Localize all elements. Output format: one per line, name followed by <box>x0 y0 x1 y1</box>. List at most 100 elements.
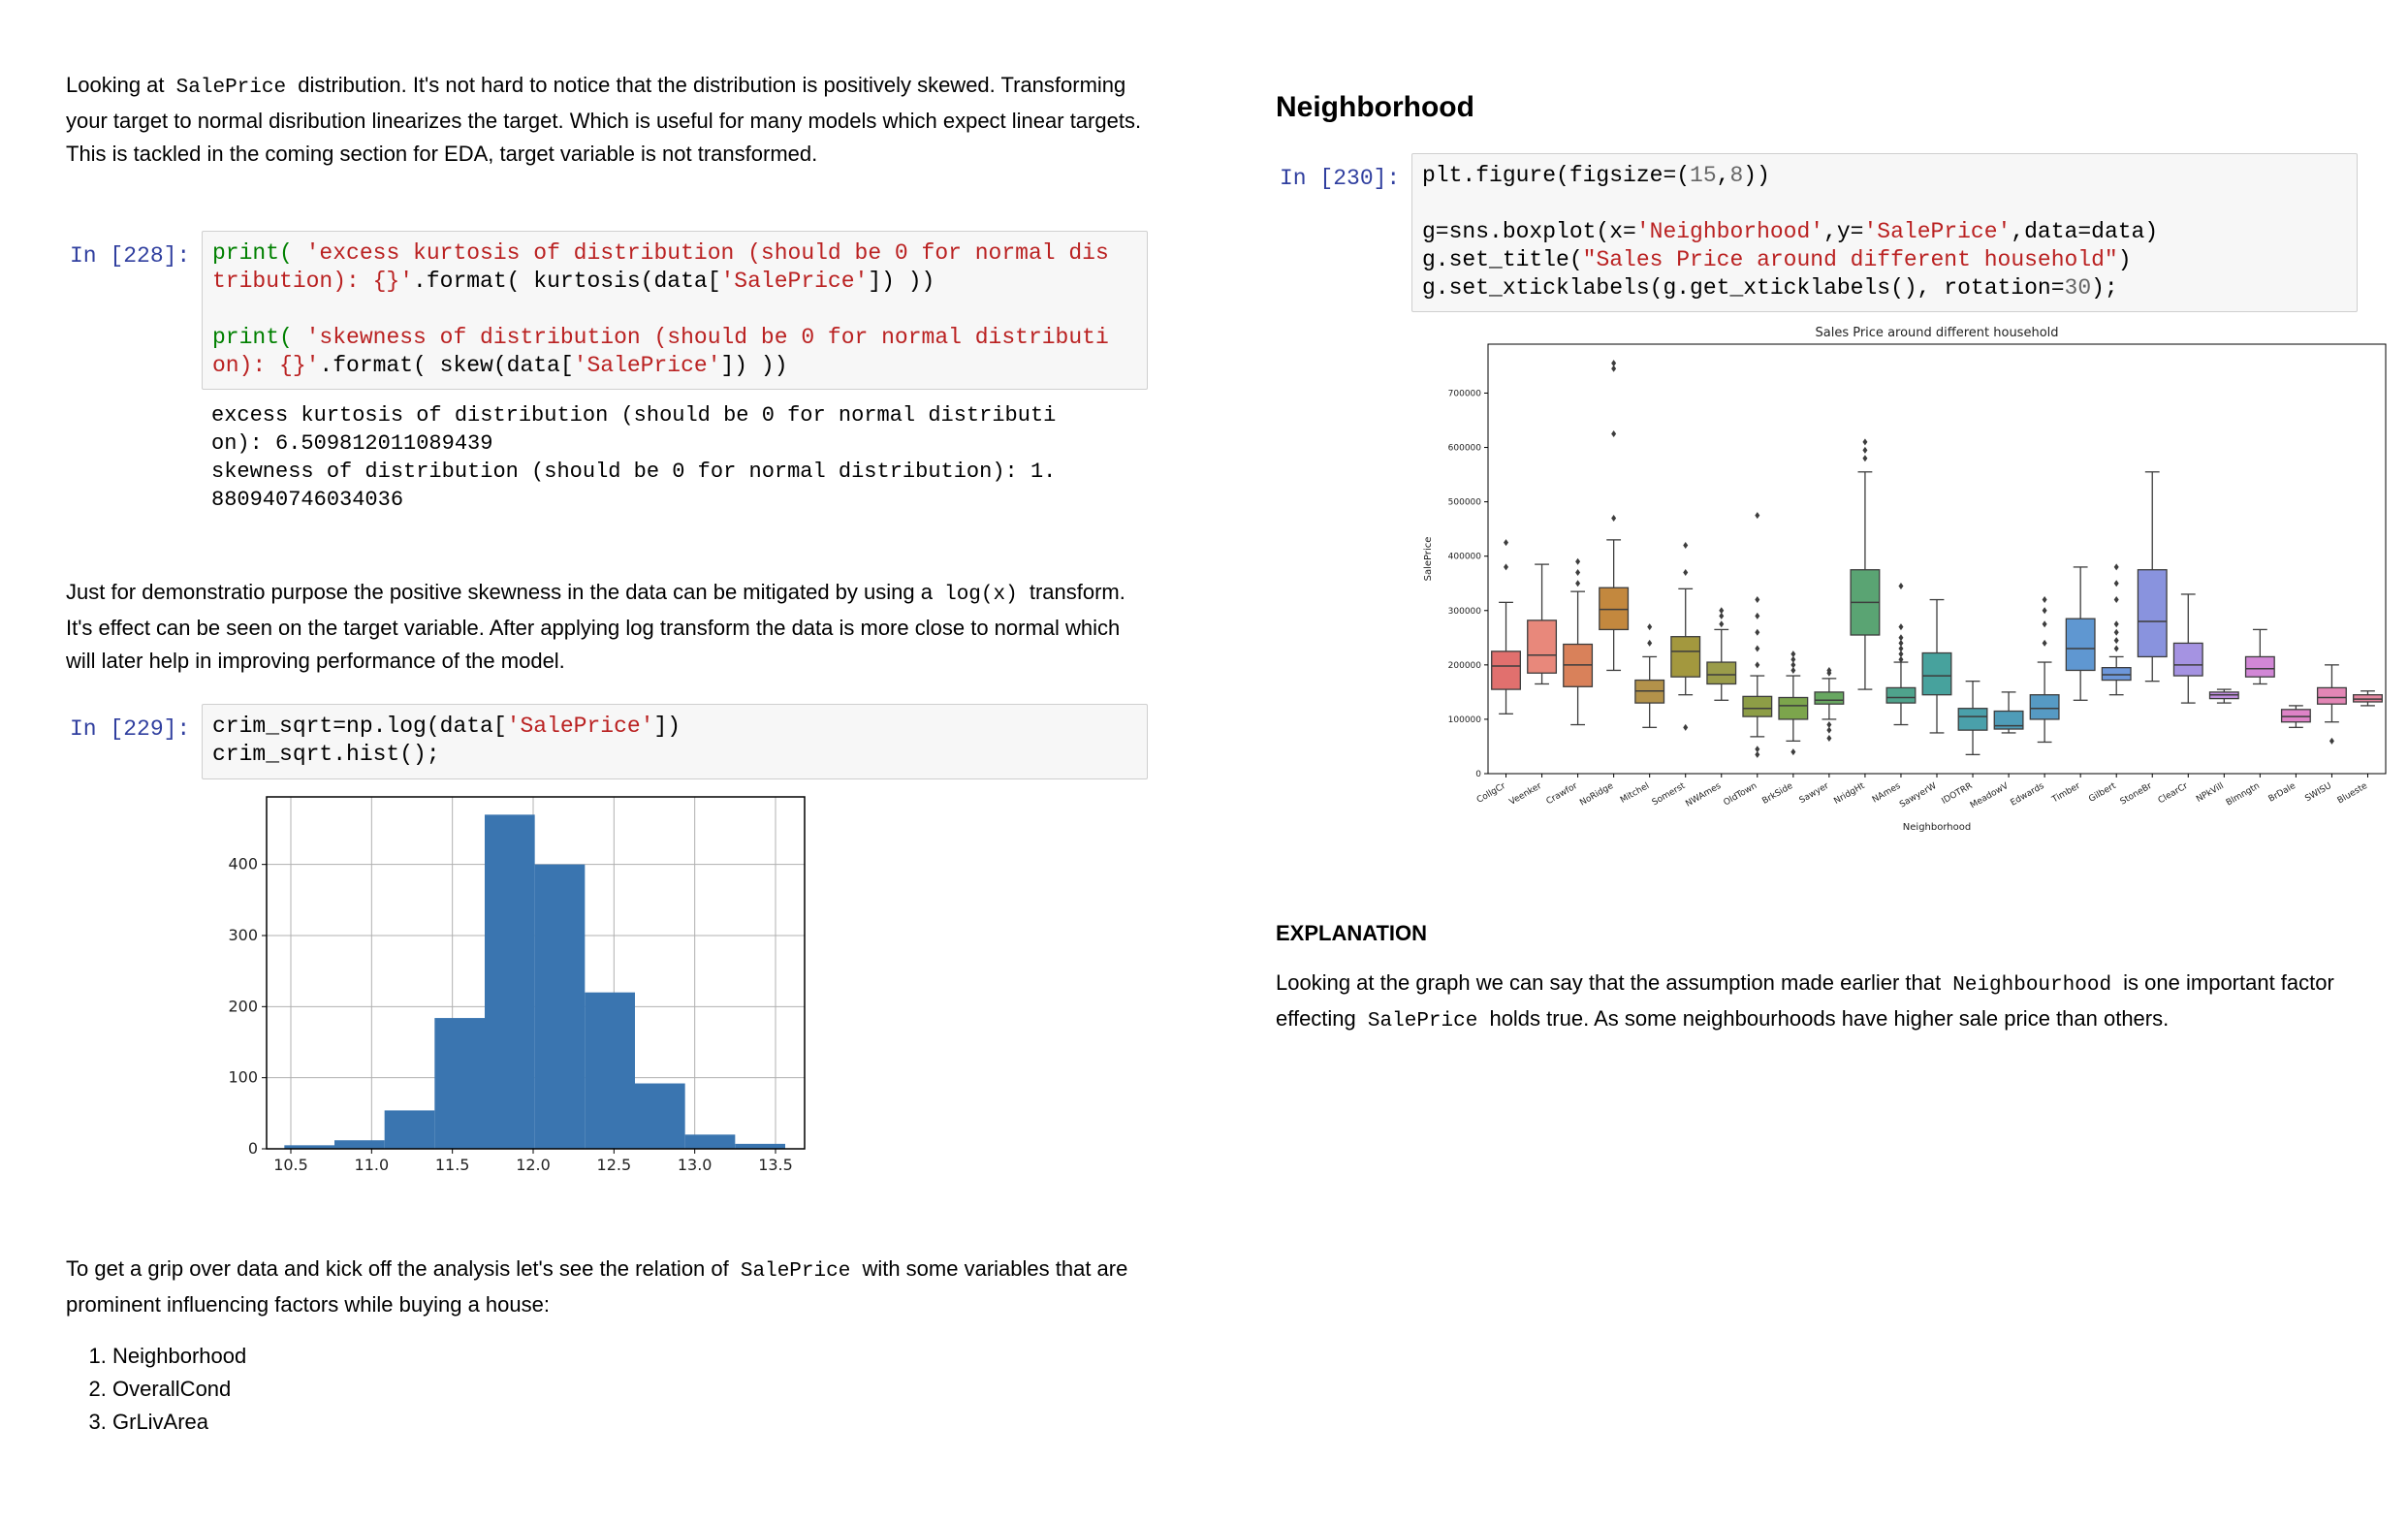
histogram-bar <box>334 1140 385 1149</box>
cell-229-prompt: In [229]: <box>70 716 191 742</box>
box-outlier <box>1826 726 1832 734</box>
histogram-bar <box>635 1083 685 1149</box>
box-body <box>1527 619 1558 674</box>
box-body <box>1885 686 1917 704</box>
y-tick-label: 200000 <box>1448 661 1482 671</box>
histogram-bar <box>284 1145 334 1149</box>
histogram-bar <box>534 864 586 1149</box>
box-outlier <box>1862 455 1868 462</box>
code-line: plt.figure(figsize=(15,8)) <box>1422 163 1770 188</box>
box-body <box>1778 696 1809 720</box>
code-line: g=sns.boxplot(x='Neighborhood',y='SalePr… <box>1422 219 2158 244</box>
box-outlier <box>1755 661 1760 669</box>
box-outlier <box>1647 639 1653 647</box>
variables-list: Neighborhood OverallCond GrLivArea <box>66 1340 246 1439</box>
list-item: OverallCond <box>112 1373 246 1406</box>
box-outlier <box>2042 639 2047 647</box>
box-outlier <box>1647 623 1653 631</box>
histogram-bar <box>735 1143 785 1149</box>
y-tick-label: 600000 <box>1448 444 1482 454</box>
histogram-bar <box>485 814 535 1149</box>
histogram-bar <box>384 1110 435 1149</box>
box-outlier <box>1575 557 1581 565</box>
x-tick-label: SWISU <box>2303 781 2333 804</box>
explanation-text-3: holds true. As some neighbourhoods have … <box>1489 1006 2170 1031</box>
box-outlier <box>1611 360 1617 367</box>
intro-text: Looking at <box>66 73 165 97</box>
x-tick-label: Veenker <box>1508 781 1544 808</box>
box-outlier <box>2042 607 2047 615</box>
box-outlier <box>1898 639 1904 647</box>
box-body <box>2065 618 2096 672</box>
code-token: print( <box>212 240 293 266</box>
histogram-bar <box>585 992 635 1149</box>
histogram-chart: 10.5 11.0 11.5 12.0 12.5 13.0 13.5 0 100 200 300 40… <box>228 796 806 1174</box>
cell-228-output: excess kurtosis of distribution (should … <box>211 401 1056 514</box>
cell-230-input[interactable]: plt.figure(figsize=(15,8)) g=sns.boxplot… <box>1411 153 2358 312</box>
x-tick-label: NoRidge <box>1578 781 1615 809</box>
y-tick-label: 400 <box>228 855 258 873</box>
box-outlier <box>1683 541 1689 549</box>
code-token: plt.figure(figsize=( <box>1422 163 1691 188</box>
code-token: , <box>1716 163 1730 188</box>
x-tick-label: ClearCr <box>2157 781 2190 807</box>
y-tick-label: 0 <box>248 1139 258 1158</box>
y-axis-label: SalePrice <box>1423 537 1434 582</box>
box-outlier <box>1755 746 1760 753</box>
y-tick-label: 100000 <box>1448 715 1482 725</box>
x-tick-label: StoneBr <box>2119 781 2154 808</box>
box-body <box>2280 709 2311 723</box>
box-outlier <box>1755 612 1760 619</box>
histogram-bar <box>684 1134 736 1149</box>
box-body <box>1599 587 1630 631</box>
code-token: 8 <box>1729 163 1744 188</box>
cell-228-input[interactable]: print( 'excess kurtosis of distribution … <box>202 231 1148 390</box>
box-outlier <box>1898 634 1904 642</box>
box-body <box>2137 569 2168 658</box>
x-axis-label: Neighborhood <box>1903 822 1971 833</box>
intro-paragraph: Looking at SalePrice distribution. It's … <box>66 69 1142 171</box>
code-token: .format( skew(data[ <box>319 353 574 378</box>
histogram-frame <box>266 796 806 1150</box>
y-tick-label: 300000 <box>1448 607 1482 617</box>
box-body <box>1921 651 1952 696</box>
y-tick-label: 400000 <box>1448 553 1482 562</box>
boxplot-axes: 0 100000 200000 300000 400000 500000 600000 700… <box>1448 389 2370 810</box>
box-body <box>2244 655 2275 678</box>
inline-code-saleprice: SalePrice <box>175 77 287 99</box>
box-outlier <box>1575 580 1581 587</box>
code-token: 'Neighborhood' <box>1635 219 1824 244</box>
box-outlier <box>1504 563 1509 571</box>
box-outlier <box>2113 620 2119 628</box>
box-outlier <box>2113 580 2119 587</box>
code-token: 'excess kurtosis of distribution (should… <box>292 240 1109 266</box>
box-outlier <box>1826 721 1832 729</box>
code-line: crim_sqrt.hist(); <box>212 742 440 767</box>
box-body <box>1993 710 2024 730</box>
list-item: GrLivArea <box>112 1406 246 1439</box>
box-outlier <box>1790 651 1796 658</box>
output-line: excess kurtosis of distribution (should … <box>211 403 1057 428</box>
box-outlier <box>1719 620 1725 628</box>
box-outlier <box>1898 651 1904 658</box>
code-token: g=sns.boxplot(x= <box>1422 219 1636 244</box>
box-outlier <box>1719 612 1725 619</box>
output-line: on): 6.509812011089439 <box>211 431 493 456</box>
box-body <box>1706 661 1737 685</box>
code-line: tribution): {}'.format( kurtosis(data['S… <box>212 269 935 294</box>
code-line: g.set_xticklabels(g.get_xticklabels(), r… <box>1422 275 2118 301</box>
code-token: 'skewness of distribution (should be 0 f… <box>292 325 1109 350</box>
box-outlier <box>1611 365 1617 372</box>
cell-229-input[interactable]: crim_sqrt=np.log(data['SalePrice']) crim… <box>202 704 1148 779</box>
cell-230-prompt: In [230]: <box>1280 166 1401 191</box>
box-body <box>1957 708 1988 731</box>
inline-code-neighbourhood: Neighbourhood <box>1952 974 2112 997</box>
intro-text-rest: distribution. It's not hard to notice th… <box>66 73 1142 166</box>
code-token: 'SalePrice' <box>720 269 869 294</box>
x-tick-label: NPkVill <box>2195 781 2226 805</box>
box-outlier <box>1862 446 1868 454</box>
box-outlier <box>1719 607 1725 615</box>
box-outlier <box>1790 655 1796 663</box>
x-tick-label: SawyerW <box>1898 781 1939 810</box>
x-tick-label: Blmngtn <box>2225 781 2262 809</box>
